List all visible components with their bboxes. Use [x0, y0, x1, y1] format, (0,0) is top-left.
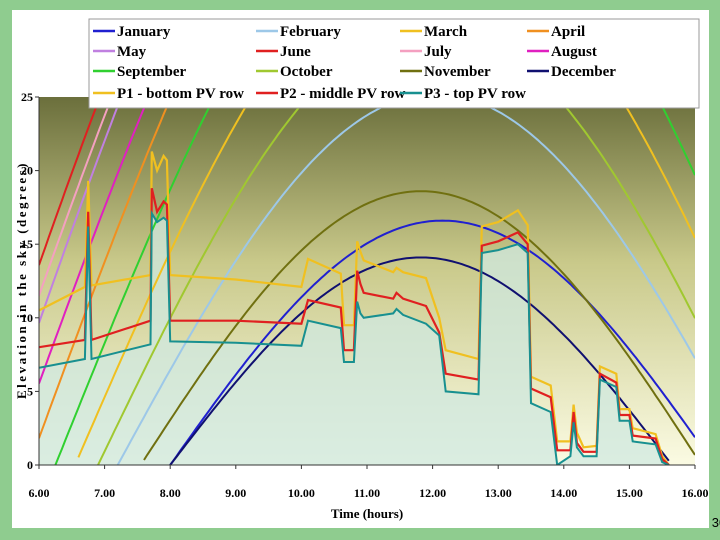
x-tick-label: 16.00 — [682, 486, 709, 500]
legend-entry: P1 - bottom PV row — [117, 86, 244, 102]
legend-entry: December — [551, 64, 616, 80]
y-axis-label: Elevation in the sky (degrees) — [14, 161, 29, 399]
p3-shaded-area — [39, 213, 669, 465]
sun-path-november — [143, 190, 695, 461]
sun-path-april — [39, 97, 173, 439]
sun-path-march — [77, 97, 695, 458]
sun-path-january — [169, 219, 695, 465]
legend-entry: September — [117, 64, 186, 80]
legend-entry: November — [424, 64, 491, 80]
legend-box — [88, 18, 700, 109]
x-tick-label: 10.00 — [288, 486, 315, 500]
y-tick-label: 0 — [27, 458, 33, 472]
legend-entry: August — [551, 44, 597, 60]
legend-entry: March — [424, 24, 468, 40]
sun-path-september — [54, 97, 695, 465]
legend-entry: P2 - middle PV row — [280, 86, 405, 102]
legend-entry: October — [280, 64, 333, 80]
x-axis-label: Time (hours) — [331, 506, 403, 521]
legend-entry: February — [280, 24, 341, 40]
x-tick-label: 15.00 — [616, 486, 643, 500]
slide: 0 5 10 15 20 25 6.00 7.00 8.00 9.00 10.00 11.00 12.0… — [12, 10, 720, 530]
y-tick-label: 20 — [21, 164, 33, 178]
x-tick-label: 7.00 — [94, 486, 115, 500]
legend-entry: July — [424, 44, 452, 60]
x-tick-label: 9.00 — [225, 486, 246, 500]
x-tick-label: 14.00 — [550, 486, 577, 500]
y-tick-label: 5 — [27, 384, 33, 398]
sun-path-december — [169, 256, 670, 465]
legend-entry: April — [551, 24, 585, 40]
slide-number: 30 — [711, 515, 720, 530]
x-tick-label: 11.00 — [354, 486, 380, 500]
legend-entry: June — [280, 44, 311, 60]
x-tick-label: 8.00 — [160, 486, 181, 500]
legend-entry: January — [117, 24, 171, 40]
x-tick-label: 6.00 — [29, 486, 50, 500]
legend-entry: P3 - top PV row — [424, 86, 526, 102]
x-tick-label: 12.00 — [419, 486, 446, 500]
legend-entry: May — [117, 44, 147, 60]
y-tick-label: 15 — [21, 237, 33, 251]
sun-path-october — [97, 97, 695, 465]
y-tick-label: 25 — [21, 90, 33, 104]
y-tick-label: 10 — [21, 311, 33, 325]
profile-p3 — [39, 209, 670, 465]
x-tick-label: 13.00 — [485, 486, 512, 500]
elevation-chart: 0 5 10 15 20 25 6.00 7.00 8.00 9.00 10.00 11.00 12.0… — [14, 18, 709, 521]
